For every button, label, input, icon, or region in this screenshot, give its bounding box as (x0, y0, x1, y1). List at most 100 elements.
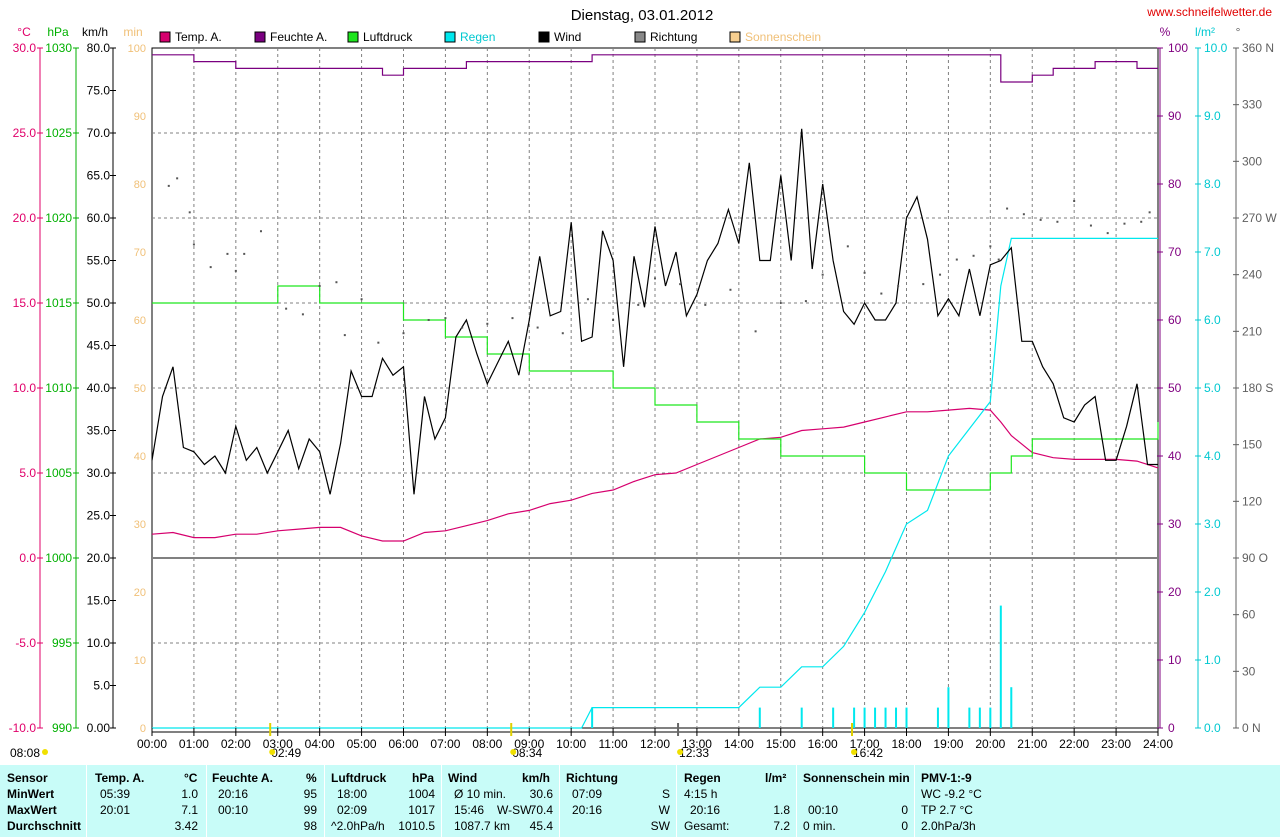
wind-axis-tick-label: 25.0 (87, 509, 111, 523)
direction-axis-tick-label: 210 (1242, 324, 1262, 338)
wind-axis-tick-label: 65.0 (87, 169, 111, 183)
direction-point (167, 184, 170, 187)
row-label: MinWert (7, 787, 55, 801)
humidity-axis-tick-label: 0 (1168, 721, 1175, 735)
direction-point (704, 303, 707, 306)
direction-point (1006, 207, 1009, 210)
temp-val: 3.42 (174, 819, 198, 833)
direction-point (377, 341, 380, 344)
direction-point (804, 300, 807, 303)
x-tick-label: 09:00 (514, 737, 544, 751)
wind-time: 15:46 (454, 803, 485, 817)
direction-point (897, 285, 900, 287)
legend-swatch (538, 31, 550, 43)
rain-axis-tick-label: 10.0 (1204, 41, 1228, 55)
chart-grid (151, 47, 1159, 729)
pmv-val: 2.0hPa/3h (921, 819, 976, 833)
wind-axis-tick-label: 40.0 (87, 381, 111, 395)
rain-bar (591, 707, 594, 728)
x-tick-label: 16:00 (808, 737, 838, 751)
watermark[interactable]: www.schneifelwetter.de (1146, 5, 1272, 19)
pressure-axis-tick-label: 1010 (45, 381, 72, 395)
direction-point (461, 326, 464, 329)
stats-header-sun: Sonnenschein min (803, 771, 910, 785)
rain-bar (905, 707, 908, 728)
x-tick-label: 18:00 (891, 737, 921, 751)
sun-axis-tick-label: 50 (134, 383, 146, 395)
x-tick-label: 04:00 (305, 737, 335, 751)
direction-point (343, 334, 346, 337)
direction-point (612, 319, 615, 321)
rain-time: 4:15 h (684, 787, 718, 801)
x-tick-label: 10:00 (556, 737, 586, 751)
sun-axis-tick-label: 40 (134, 451, 146, 463)
direction-point (192, 243, 195, 246)
humidity-axis-tick-label: 70 (1168, 245, 1182, 259)
rain-val: 7.2 (773, 819, 790, 833)
series-lines (151, 54, 1159, 729)
sun-event-label: 12:33 (679, 746, 709, 760)
direction-point (1022, 213, 1025, 216)
wind-axis-tick-label: 5.0 (93, 679, 110, 693)
rain-axis-tick-label: 5.0 (1204, 381, 1221, 395)
x-tick-label: 20:00 (975, 737, 1005, 751)
weather-chart: 30.025.020.015.010.05.00.0-5.0-10.0°C103… (9, 5, 1278, 760)
x-tick-label: 13:00 (682, 737, 712, 751)
x-tick-label: 01:00 (179, 737, 209, 751)
rain-bar (874, 707, 877, 728)
direction-point (679, 283, 682, 286)
rain-bar (800, 707, 803, 728)
x-tick-label: 21:00 (1017, 737, 1047, 751)
humidity-axis-tick-label: 40 (1168, 449, 1182, 463)
pressure-axis-tick-label: 995 (52, 636, 72, 650)
sun-axis-tick-label: 0 (140, 723, 146, 735)
rain-bar (947, 687, 950, 728)
rain-bar (895, 707, 898, 728)
press-time: 02:09 (337, 803, 368, 817)
x-tick-label: 11:00 (599, 737, 628, 751)
row-label: MaxWert (7, 803, 57, 817)
wind-axis-tick-label: 60.0 (87, 211, 111, 225)
legend-swatch (254, 31, 266, 43)
direction-point (209, 266, 212, 269)
x-tick-label: 23:00 (1101, 737, 1131, 751)
sun-icon (851, 749, 858, 755)
direction-axis-tick-label: 0 N (1242, 721, 1261, 735)
legend-swatch (634, 31, 646, 43)
direction-axis-tick-label: 360 N (1242, 41, 1274, 55)
x-tick-label: 12:00 (640, 737, 670, 751)
temp-axis-unit: °C (17, 25, 31, 39)
chart-legend: Temp. A. Feuchte A. Luftdruck Regen Wind Rich… (159, 30, 821, 44)
rain-axis-tick-label: 4.0 (1204, 449, 1221, 463)
pressure-axis-unit: hPa (47, 25, 69, 39)
direction-point (427, 319, 430, 321)
x-tick-label: 14:00 (724, 737, 754, 751)
wind-axis-tick-label: 20.0 (87, 551, 111, 565)
humidity-axis-tick-label: 20 (1168, 585, 1182, 599)
x-tick-label: 15:00 (766, 737, 796, 751)
row-label: Durchschnitt (7, 819, 82, 833)
series-regen (152, 237, 1158, 729)
sun-axis-unit: min (123, 25, 142, 39)
wind-val: 45.4 (529, 819, 553, 833)
stats-header-press: Luftdruck (331, 771, 387, 785)
legend-label: Richtung (650, 30, 697, 44)
sun-axis-tick-label: 80 (134, 179, 146, 191)
direction-point (846, 245, 849, 248)
direction-axis-unit: ° (1236, 25, 1241, 39)
humidity-axis-tick-label: 100 (1168, 41, 1188, 55)
stats-header-pmv: PMV-1:-9 (921, 771, 972, 785)
wind-axis-tick-label: 30.0 (87, 466, 111, 480)
legend-swatch (159, 31, 171, 43)
wind-axis-tick-label: 45.0 (87, 339, 111, 353)
rain-axis-unit: l/m² (1195, 25, 1215, 39)
wind-axis-tick-label: 10.0 (87, 636, 111, 650)
wind-distance: 1087.7 km (454, 819, 511, 833)
stats-header-wind-unit: km/h (522, 771, 551, 785)
wind-axis-tick-label: 50.0 (87, 296, 111, 310)
legend-label: Luftdruck (363, 30, 413, 44)
x-tick-label: 08:00 (472, 737, 502, 751)
sun-icon (677, 749, 684, 755)
sun-event-label: 02:49 (271, 746, 301, 760)
rain-bar (989, 707, 992, 728)
